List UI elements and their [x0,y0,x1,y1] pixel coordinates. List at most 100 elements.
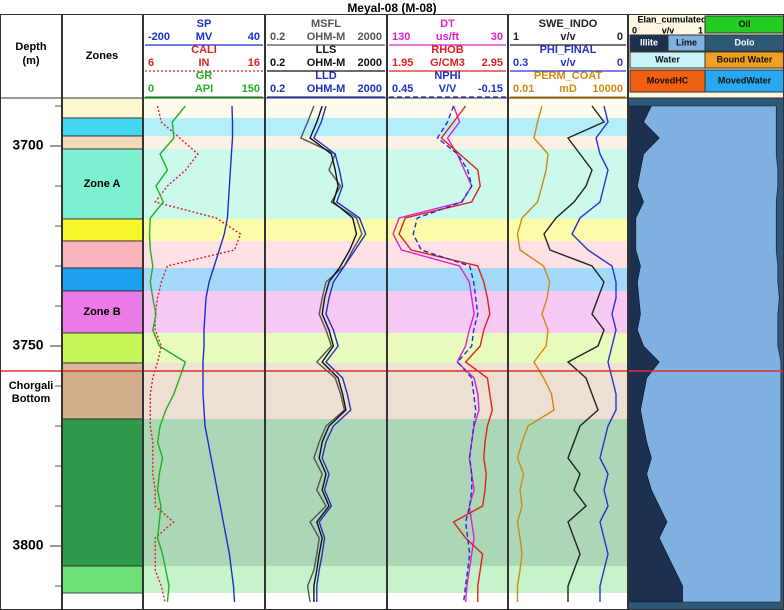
zones-label: Zones [86,50,118,62]
curve-max: 2.95 [482,57,503,69]
zone-band [143,363,628,371]
curve-max: 2000 [358,83,382,95]
zone-block [61,240,144,269]
curve-min: 1.95 [392,57,413,69]
zone-band [143,149,628,219]
curve-unit: v/v [560,31,576,43]
zone-block [61,362,144,372]
curve-unit: G/CM3 [430,57,465,69]
curve-max: 0 [617,31,623,43]
legend-label: Illite [640,37,658,47]
marker-label: Chorgali [9,380,54,392]
curve-min: 6 [148,57,154,69]
curve-min: -200 [148,31,170,43]
curve-min: 0.2 [270,83,285,95]
curve-name: PHI_FINAL [540,44,597,56]
curve-name: MSFL [311,18,341,30]
zone-block [61,370,144,420]
curve-min: 0.2 [270,57,285,69]
curve [149,105,242,603]
legend-label: Lime [676,37,697,47]
depth-tick-label: 3700 [12,137,43,153]
elan-max: 1 [698,25,703,35]
depth-label: Depth [15,41,46,53]
zone-band [143,241,628,268]
zone-block [61,290,144,334]
curve-unit: IN [199,57,210,69]
legend-label: Oil [738,19,750,29]
curve-name: RHOB [431,44,463,56]
curve-name: LLS [316,44,337,56]
curve-max: -0.15 [478,83,503,95]
legend-swatch [704,51,784,69]
legend-label: Bound Water [717,54,773,64]
curve-max: 10000 [592,83,623,95]
zone-label: Zone A [84,178,121,190]
curve-unit: MV [196,31,213,43]
curve-max: 150 [242,83,260,95]
zone-block [61,267,144,292]
curve-min: 1 [513,31,519,43]
depth-label: (m) [22,55,39,67]
curve-max: 2000 [358,31,382,43]
marker-label: Bottom [12,393,51,405]
zone-block [61,565,144,594]
curve-unit: V/V [439,83,457,95]
legend-label: MovedWater [718,75,772,85]
curve-min: 0.3 [513,57,528,69]
curve-unit: OHM-M [307,31,346,43]
curve [202,105,236,603]
zone-band [143,419,628,566]
curve-max: 0 [617,57,623,69]
legend-swatch [704,69,784,93]
zone-band [143,566,628,593]
zone-block [61,135,144,150]
zone-label: Zone B [83,306,120,318]
legend-swatch [704,34,784,52]
curve-max: 2000 [358,57,382,69]
track-frame [0,14,62,610]
curve-min: 0.01 [513,83,534,95]
elan-area [635,105,782,603]
curve-name: LLD [315,70,336,82]
curve [309,105,358,602]
zone-band [143,98,628,118]
curve-unit: us/ft [436,31,460,43]
curve-min: 0 [148,83,154,95]
depth-tick-label: 3750 [12,337,43,353]
curve-name: PERM_COAT [534,70,603,82]
curve [571,105,617,602]
zone-block [61,218,144,242]
curve-name: NPHI [434,70,460,82]
curve-unit: OHM-M [307,83,346,95]
zone-block [61,418,144,567]
chart-title: Meyal-08 (M-08) [347,1,436,15]
zone-block [61,332,144,364]
zone-block [61,117,144,137]
zone-band [143,219,628,241]
curve-unit: API [195,83,213,95]
zone-band [143,291,628,333]
curve-name: SWE_INDO [539,18,598,30]
curve [299,105,363,603]
zone-band [143,333,628,363]
main-layer [148,105,782,603]
curve-min: 130 [392,31,410,43]
legend-label: MovedHC [647,75,689,85]
curve-name: SP [197,18,212,30]
curve-max: 30 [491,31,503,43]
curve-name: DT [440,18,455,30]
curve-max: 40 [248,31,260,43]
elan-unit: v/v [662,25,675,35]
curve-name: GR [196,70,213,82]
elan-title: Elan_cumulated [637,14,706,24]
legend-swatch [704,15,784,34]
curve [148,105,187,603]
depth-tick-label: 3800 [12,537,43,553]
zone-band [143,118,628,136]
elan-min: 0 [632,25,637,35]
curve-max: 16 [248,57,260,69]
zone-band [143,136,628,149]
legend-label: Water [655,54,680,64]
